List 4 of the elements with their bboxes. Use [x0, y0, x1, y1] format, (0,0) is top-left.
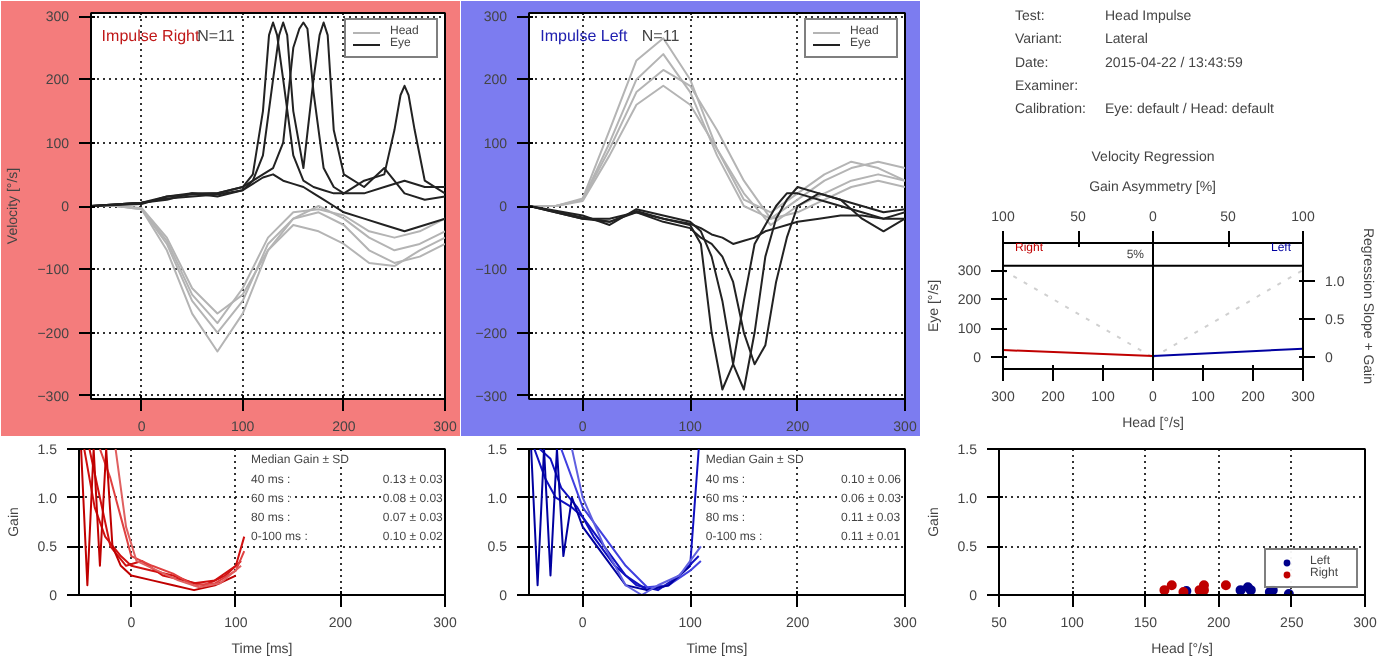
text: Impulse Right	[101, 27, 201, 46]
text: N=11	[197, 27, 236, 46]
text: N=11	[641, 27, 681, 46]
text: Impulse Left	[540, 27, 629, 46]
